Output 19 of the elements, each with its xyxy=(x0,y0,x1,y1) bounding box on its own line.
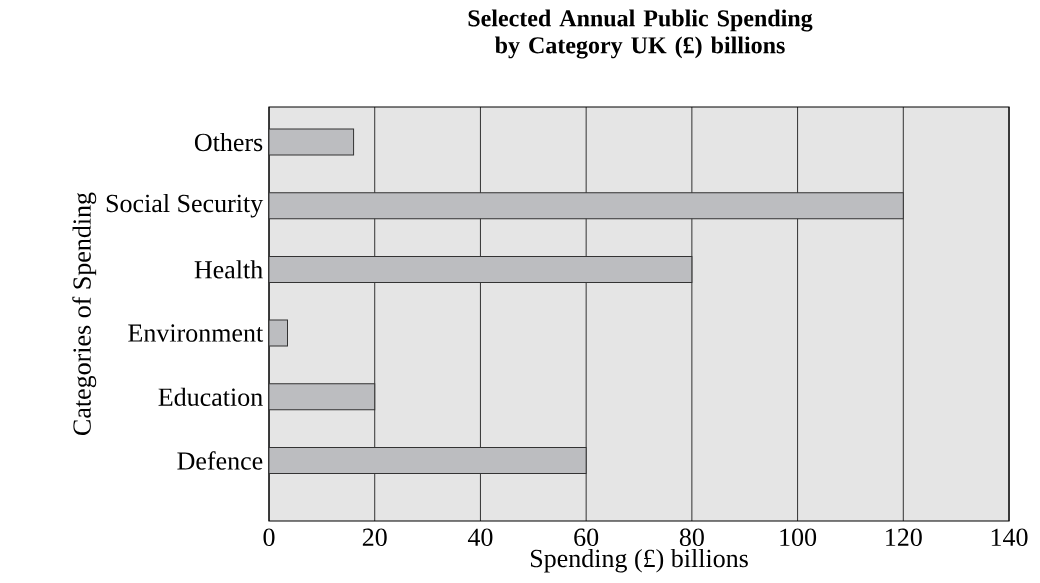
x-tick-label: 20 xyxy=(362,528,387,547)
bar xyxy=(268,128,355,156)
x-tick-label: 120 xyxy=(886,528,922,547)
x-tick-label: 140 xyxy=(991,528,1028,547)
x-tick-label: 0 xyxy=(263,528,275,547)
y-tick-label: Others xyxy=(194,132,263,152)
y-axis-title: Categories of Spending xyxy=(72,192,97,435)
y-tick-label: Defence xyxy=(177,451,263,470)
chart-title: Selected Annual Public Spending by Category UK (£) billions xyxy=(468,9,813,59)
bar xyxy=(268,319,288,347)
y-tick-label: Environment xyxy=(128,324,264,342)
x-tick-label: 60 xyxy=(574,528,599,547)
x-tick-label: 100 xyxy=(780,528,817,547)
y-tick-label: Social Security xyxy=(106,193,264,218)
x-tick-label: 80 xyxy=(679,528,704,547)
y-tick-label: Health xyxy=(194,260,263,279)
y-tick-label: Education xyxy=(158,387,263,406)
x-axis-title: Spending (£) billions xyxy=(530,548,748,573)
x-tick-label: 40 xyxy=(467,528,493,547)
